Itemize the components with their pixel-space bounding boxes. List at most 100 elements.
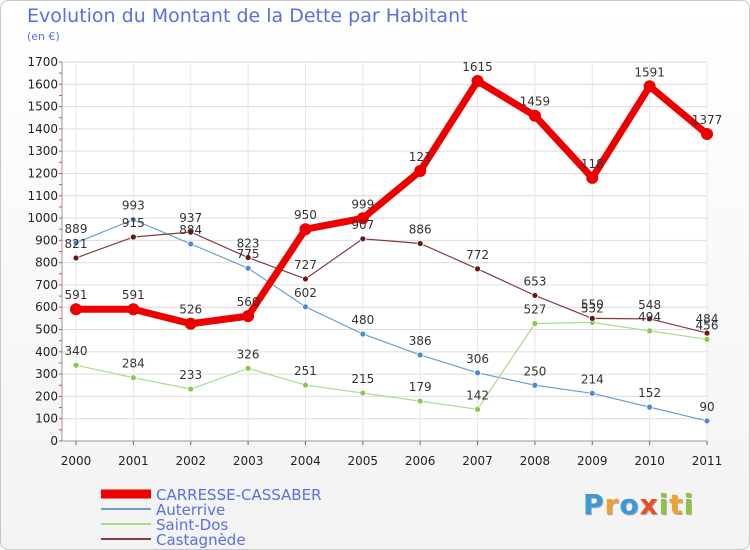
x-tick-label: 2008 [520,454,551,468]
data-point [72,254,80,262]
data-label: 251 [294,364,317,378]
data-label: 602 [294,286,317,300]
data-label: 591 [65,288,88,302]
data-label: 550 [581,297,604,311]
legend-label: Castagnède [156,531,246,549]
data-label: 526 [179,303,202,317]
data-label: 1377 [692,113,723,127]
data-label: 1615 [462,60,493,74]
data-label: 480 [351,313,374,327]
data-label: 886 [409,222,432,236]
data-point [187,240,195,248]
data-label: 1459 [520,95,551,109]
x-tick-label: 2003 [233,454,264,468]
data-label: 772 [466,248,489,262]
x-tick-label: 2001 [118,454,149,468]
x-tick-label: 2006 [405,454,436,468]
data-point [588,389,596,397]
data-label: 233 [179,368,202,382]
data-point [299,223,312,236]
data-label: 306 [466,352,489,366]
data-label: 152 [638,386,661,400]
x-tick-label: 2005 [348,454,379,468]
y-tick-label: 600 [35,300,58,314]
data-label: 993 [122,199,145,213]
y-tick-label: 400 [35,345,58,359]
legend-label: Auterrive [156,501,225,519]
series-line [75,321,708,410]
data-point [72,361,80,369]
data-label: 999 [351,197,374,211]
data-label: 950 [294,208,317,222]
x-tick-label: 2004 [290,454,321,468]
data-point [244,264,252,272]
y-tick-label: 900 [35,233,58,247]
logo-letter: i [658,488,670,521]
data-label: 937 [179,211,202,225]
data-label: 250 [523,364,546,378]
data-point [244,364,252,372]
data-label: 548 [638,298,661,312]
chart-title: Evolution du Montant de la Dette par Hab… [27,5,468,27]
data-label: 340 [65,344,88,358]
x-tick-label: 2011 [692,454,723,468]
proxiti-logo: Proxiti [583,488,694,521]
data-label: 889 [65,222,88,236]
data-point [356,212,369,225]
data-point [416,351,424,359]
data-point [531,320,539,327]
data-label: 215 [351,372,374,386]
data-point [643,80,656,93]
x-tick-label: 2007 [462,454,493,468]
data-label: 653 [523,274,546,288]
data-label: 484 [696,312,719,326]
y-tick-label: 1100 [27,189,58,203]
data-label: 179 [409,380,432,394]
series-line [75,219,708,422]
data-point [528,109,541,122]
y-tick-label: 1300 [27,144,58,158]
data-label: 90 [699,400,714,414]
data-label: 560 [237,295,260,309]
data-point [474,405,481,413]
logo-letter: o [619,488,640,521]
series-line [75,231,708,334]
data-point [471,74,484,87]
logo-letter: P [583,488,605,521]
data-point [646,315,654,323]
data-label: 775 [237,247,260,261]
data-label: 884 [179,223,202,237]
y-tick-label: 1200 [27,166,58,180]
data-point [703,417,711,425]
data-label: 118 [581,157,604,171]
data-point [72,239,80,247]
data-point [302,303,309,311]
data-label: 915 [122,216,145,230]
data-label: 591 [122,288,145,302]
logo-letter: r [604,488,620,521]
data-point [129,216,137,224]
y-tick-label: 700 [35,278,58,292]
data-label: 121 [409,150,432,164]
data-point [129,374,137,382]
logo-letter: i [683,488,695,521]
data-label: 821 [65,237,88,251]
data-label: 1591 [634,65,665,79]
data-point [703,329,711,337]
y-tick-label: 200 [35,389,58,403]
data-label: 284 [122,357,145,371]
data-point [531,381,539,389]
data-point [474,369,481,377]
y-tick-label: 1700 [27,55,58,69]
data-point [244,254,252,261]
x-tick-label: 2009 [577,454,608,468]
x-tick-label: 2002 [175,454,206,468]
data-point [646,403,654,411]
y-tick-label: 800 [35,256,58,270]
data-point [187,385,195,393]
data-point [70,303,82,316]
data-point [302,381,309,389]
data-point [416,240,424,247]
data-label: 532 [581,301,604,315]
